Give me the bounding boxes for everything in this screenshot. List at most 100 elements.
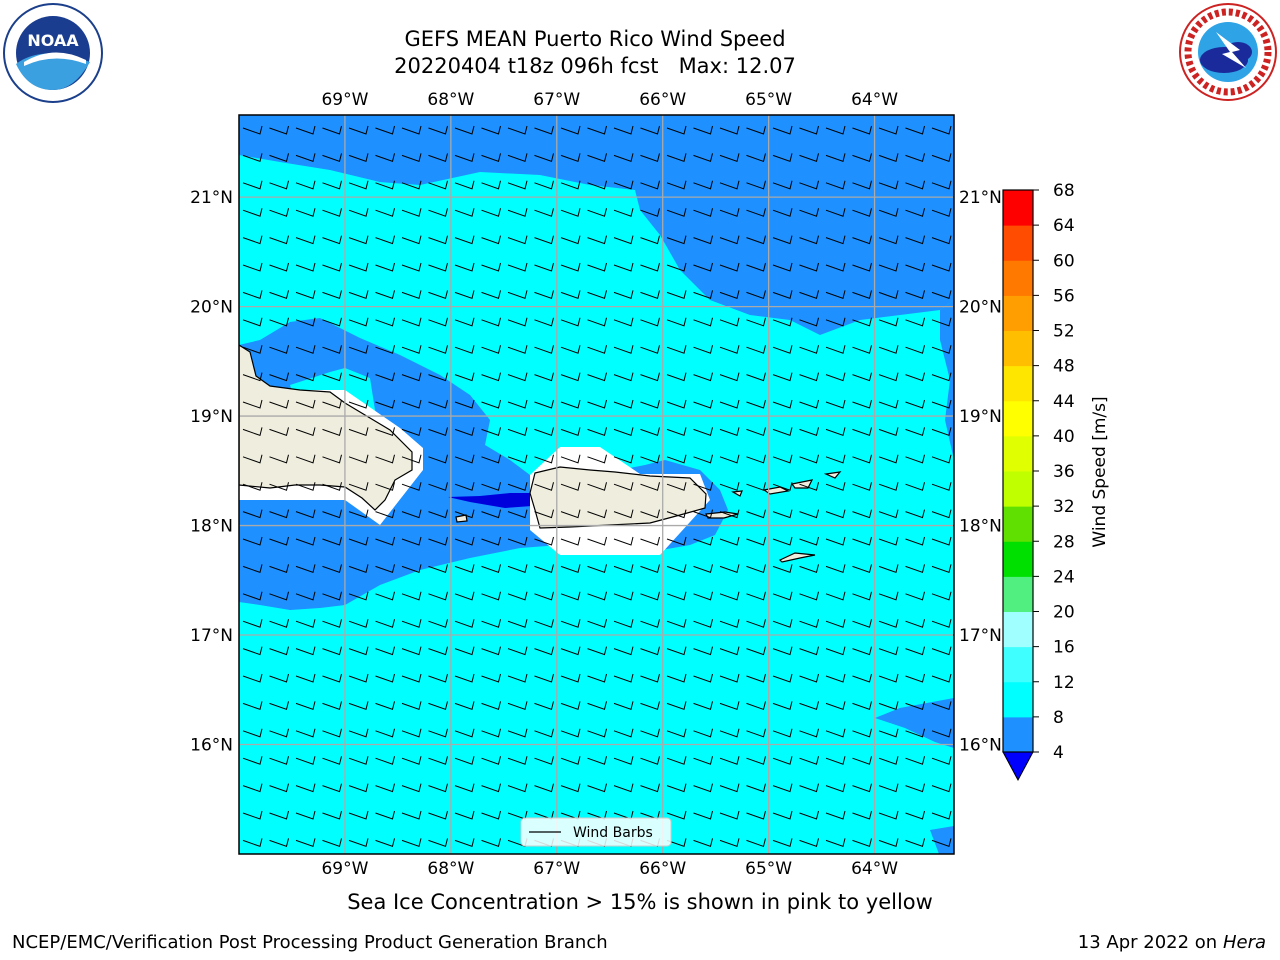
- wind-barb: [931, 509, 952, 519]
- colorbar-segment: [1003, 295, 1033, 332]
- lon-tick-label-bottom: 66°W: [639, 859, 686, 879]
- wind-barb: [481, 619, 501, 628]
- wind-barb: [799, 454, 819, 464]
- wind-barb: [534, 317, 554, 327]
- lon-tick-label-bottom: 65°W: [745, 859, 792, 879]
- wind-barb: [640, 536, 660, 546]
- wind-barb: [428, 591, 448, 601]
- wind-barb: [905, 564, 925, 574]
- wind-barb: [693, 673, 713, 683]
- map-area: [239, 115, 954, 854]
- wind-barb: [454, 153, 475, 163]
- wind-barb: [348, 646, 369, 656]
- wind-barb: [613, 673, 634, 683]
- wind-barb: [613, 591, 634, 601]
- wind-barb: [322, 125, 342, 135]
- wind-barb: [852, 372, 872, 382]
- wind-barb: [375, 262, 395, 272]
- wind-barbs: [242, 125, 952, 848]
- wind-barb: [666, 673, 687, 683]
- wind-barb: [825, 482, 846, 491]
- wind-barb: [401, 399, 422, 409]
- wind-barb: [454, 783, 475, 793]
- wind-barb: [746, 153, 766, 163]
- wind-barb: [401, 482, 422, 491]
- wind-barb: [666, 153, 687, 163]
- wind-barb: [719, 783, 740, 793]
- wind-barb: [401, 756, 422, 765]
- wind-barb: [825, 345, 846, 354]
- wind-barb: [931, 673, 952, 683]
- wind-barb: [931, 317, 952, 327]
- wind-barb: [348, 619, 369, 628]
- wind-barb: [878, 673, 899, 683]
- wind-barb: [454, 454, 475, 464]
- wind-barb: [693, 701, 713, 711]
- wind-barb: [931, 701, 952, 711]
- wind-barb: [295, 509, 316, 519]
- wind-barb: [666, 290, 687, 300]
- wind-barb: [746, 372, 766, 382]
- wind-barb: [534, 125, 554, 135]
- wind-barb: [454, 619, 475, 628]
- wind-barb: [719, 372, 740, 382]
- wind-barb: [613, 646, 634, 656]
- nws-logo-icon: [1179, 3, 1277, 101]
- wind-barb: [375, 482, 395, 491]
- wind-barb: [640, 317, 660, 327]
- wind-barb: [428, 838, 448, 848]
- wind-barb: [375, 810, 395, 820]
- wind-barb: [348, 427, 369, 437]
- wind-barb: [878, 756, 899, 765]
- wind-barb: [587, 290, 607, 300]
- wind-barb: [348, 810, 369, 820]
- wind-barb: [295, 399, 316, 409]
- wind-barb: [534, 728, 554, 738]
- wind-barb: [242, 536, 263, 546]
- wind-barb: [375, 619, 395, 628]
- wind-barb: [322, 262, 342, 272]
- wind-barb: [375, 125, 395, 135]
- wind-barb: [560, 728, 581, 738]
- wind-barb: [931, 810, 952, 820]
- wind-barb: [852, 317, 872, 327]
- wind-barb: [746, 290, 766, 300]
- wind-barb: [587, 673, 607, 683]
- wind-barb: [746, 399, 766, 409]
- wind-barb: [295, 454, 316, 464]
- wind-barb: [322, 399, 342, 409]
- footer-date: 13 Apr 2022 on Hera: [1078, 932, 1266, 953]
- wind-barb: [905, 810, 925, 820]
- wind-barb: [322, 564, 342, 574]
- wind-barb: [401, 564, 422, 574]
- wind-barb: [454, 838, 475, 848]
- wind-barb: [534, 290, 554, 300]
- wind-barb: [719, 756, 740, 765]
- wind-barb: [348, 783, 369, 793]
- wind-barb: [375, 646, 395, 656]
- wind-barb: [772, 783, 793, 793]
- wind-barb: [322, 482, 342, 491]
- wind-barb: [666, 372, 687, 382]
- wind-barb: [666, 783, 687, 793]
- noaa-logo-text: NOAA: [27, 31, 79, 50]
- colorbar-segment: [1003, 646, 1033, 683]
- wind-barb: [825, 838, 846, 848]
- wind-barb: [613, 290, 634, 300]
- wind-barb: [587, 728, 607, 738]
- wind-barb: [825, 728, 846, 738]
- wind-barb: [799, 427, 819, 437]
- wind-barb: [454, 125, 475, 135]
- wind-barb: [693, 783, 713, 793]
- wind-barb: [401, 783, 422, 793]
- wind-barb: [454, 673, 475, 683]
- wind-barb: [905, 619, 925, 628]
- wind-barb: [640, 783, 660, 793]
- lon-tick-label-top: 69°W: [321, 90, 368, 110]
- wind-barb: [242, 591, 263, 601]
- wind-barb: [428, 482, 448, 491]
- land-puerto-rico: [529, 466, 707, 529]
- wind-barb: [931, 235, 952, 245]
- wind-barb: [825, 208, 846, 217]
- wind-barb: [534, 235, 554, 245]
